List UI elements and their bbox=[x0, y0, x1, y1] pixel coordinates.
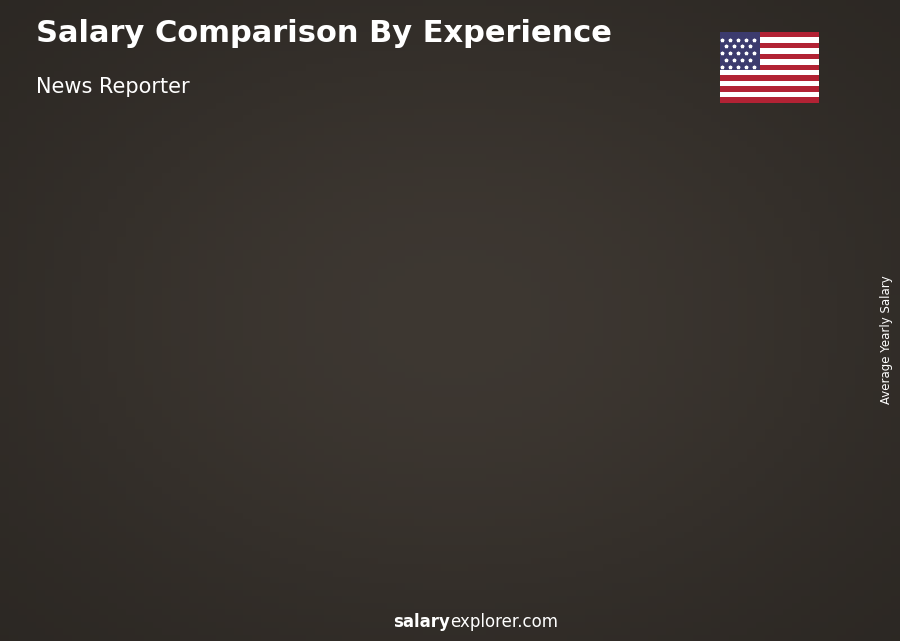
Bar bbox=[720, 37, 819, 43]
Text: salary: salary bbox=[393, 613, 450, 631]
Text: Salary Comparison By Experience: Salary Comparison By Experience bbox=[36, 19, 612, 48]
Polygon shape bbox=[529, 233, 537, 577]
Polygon shape bbox=[720, 185, 728, 577]
Polygon shape bbox=[140, 420, 148, 577]
Text: 136,000 USD: 136,000 USD bbox=[428, 267, 524, 282]
Text: 79,500 USD: 79,500 USD bbox=[180, 416, 267, 431]
Polygon shape bbox=[658, 208, 666, 577]
Polygon shape bbox=[332, 299, 340, 577]
Polygon shape bbox=[202, 376, 211, 577]
Polygon shape bbox=[270, 376, 278, 577]
Text: +7%: +7% bbox=[519, 106, 569, 125]
Text: 61,900 USD: 61,900 USD bbox=[27, 447, 114, 462]
Bar bbox=[720, 43, 819, 48]
Text: 146,000 USD: 146,000 USD bbox=[553, 237, 650, 252]
Text: explorer.com: explorer.com bbox=[450, 613, 558, 631]
Bar bbox=[720, 32, 819, 37]
Polygon shape bbox=[788, 185, 796, 577]
Polygon shape bbox=[74, 420, 140, 577]
Polygon shape bbox=[720, 185, 788, 577]
Bar bbox=[720, 87, 819, 92]
Text: Average Yearly Salary: Average Yearly Salary bbox=[880, 276, 893, 404]
Polygon shape bbox=[462, 233, 529, 577]
Bar bbox=[720, 76, 819, 81]
Text: News Reporter: News Reporter bbox=[36, 77, 190, 97]
Bar bbox=[720, 59, 819, 65]
Bar bbox=[720, 48, 819, 54]
Polygon shape bbox=[74, 420, 82, 577]
Text: +7%: +7% bbox=[649, 87, 698, 106]
Text: +29%: +29% bbox=[134, 279, 197, 298]
Bar bbox=[720, 97, 819, 103]
Polygon shape bbox=[591, 208, 599, 577]
Polygon shape bbox=[202, 376, 270, 577]
Bar bbox=[720, 70, 819, 76]
Polygon shape bbox=[400, 299, 408, 577]
Bar bbox=[720, 32, 760, 70]
Bar bbox=[720, 92, 819, 97]
Text: +38%: +38% bbox=[254, 204, 317, 223]
Text: 110,000 USD: 110,000 USD bbox=[298, 333, 395, 349]
Polygon shape bbox=[591, 208, 658, 577]
Text: +24%: +24% bbox=[383, 143, 446, 162]
Bar bbox=[720, 54, 819, 59]
Bar bbox=[720, 81, 819, 87]
Bar bbox=[720, 65, 819, 70]
Polygon shape bbox=[462, 233, 470, 577]
Text: 155,000 USD: 155,000 USD bbox=[712, 212, 808, 228]
Polygon shape bbox=[332, 299, 400, 577]
